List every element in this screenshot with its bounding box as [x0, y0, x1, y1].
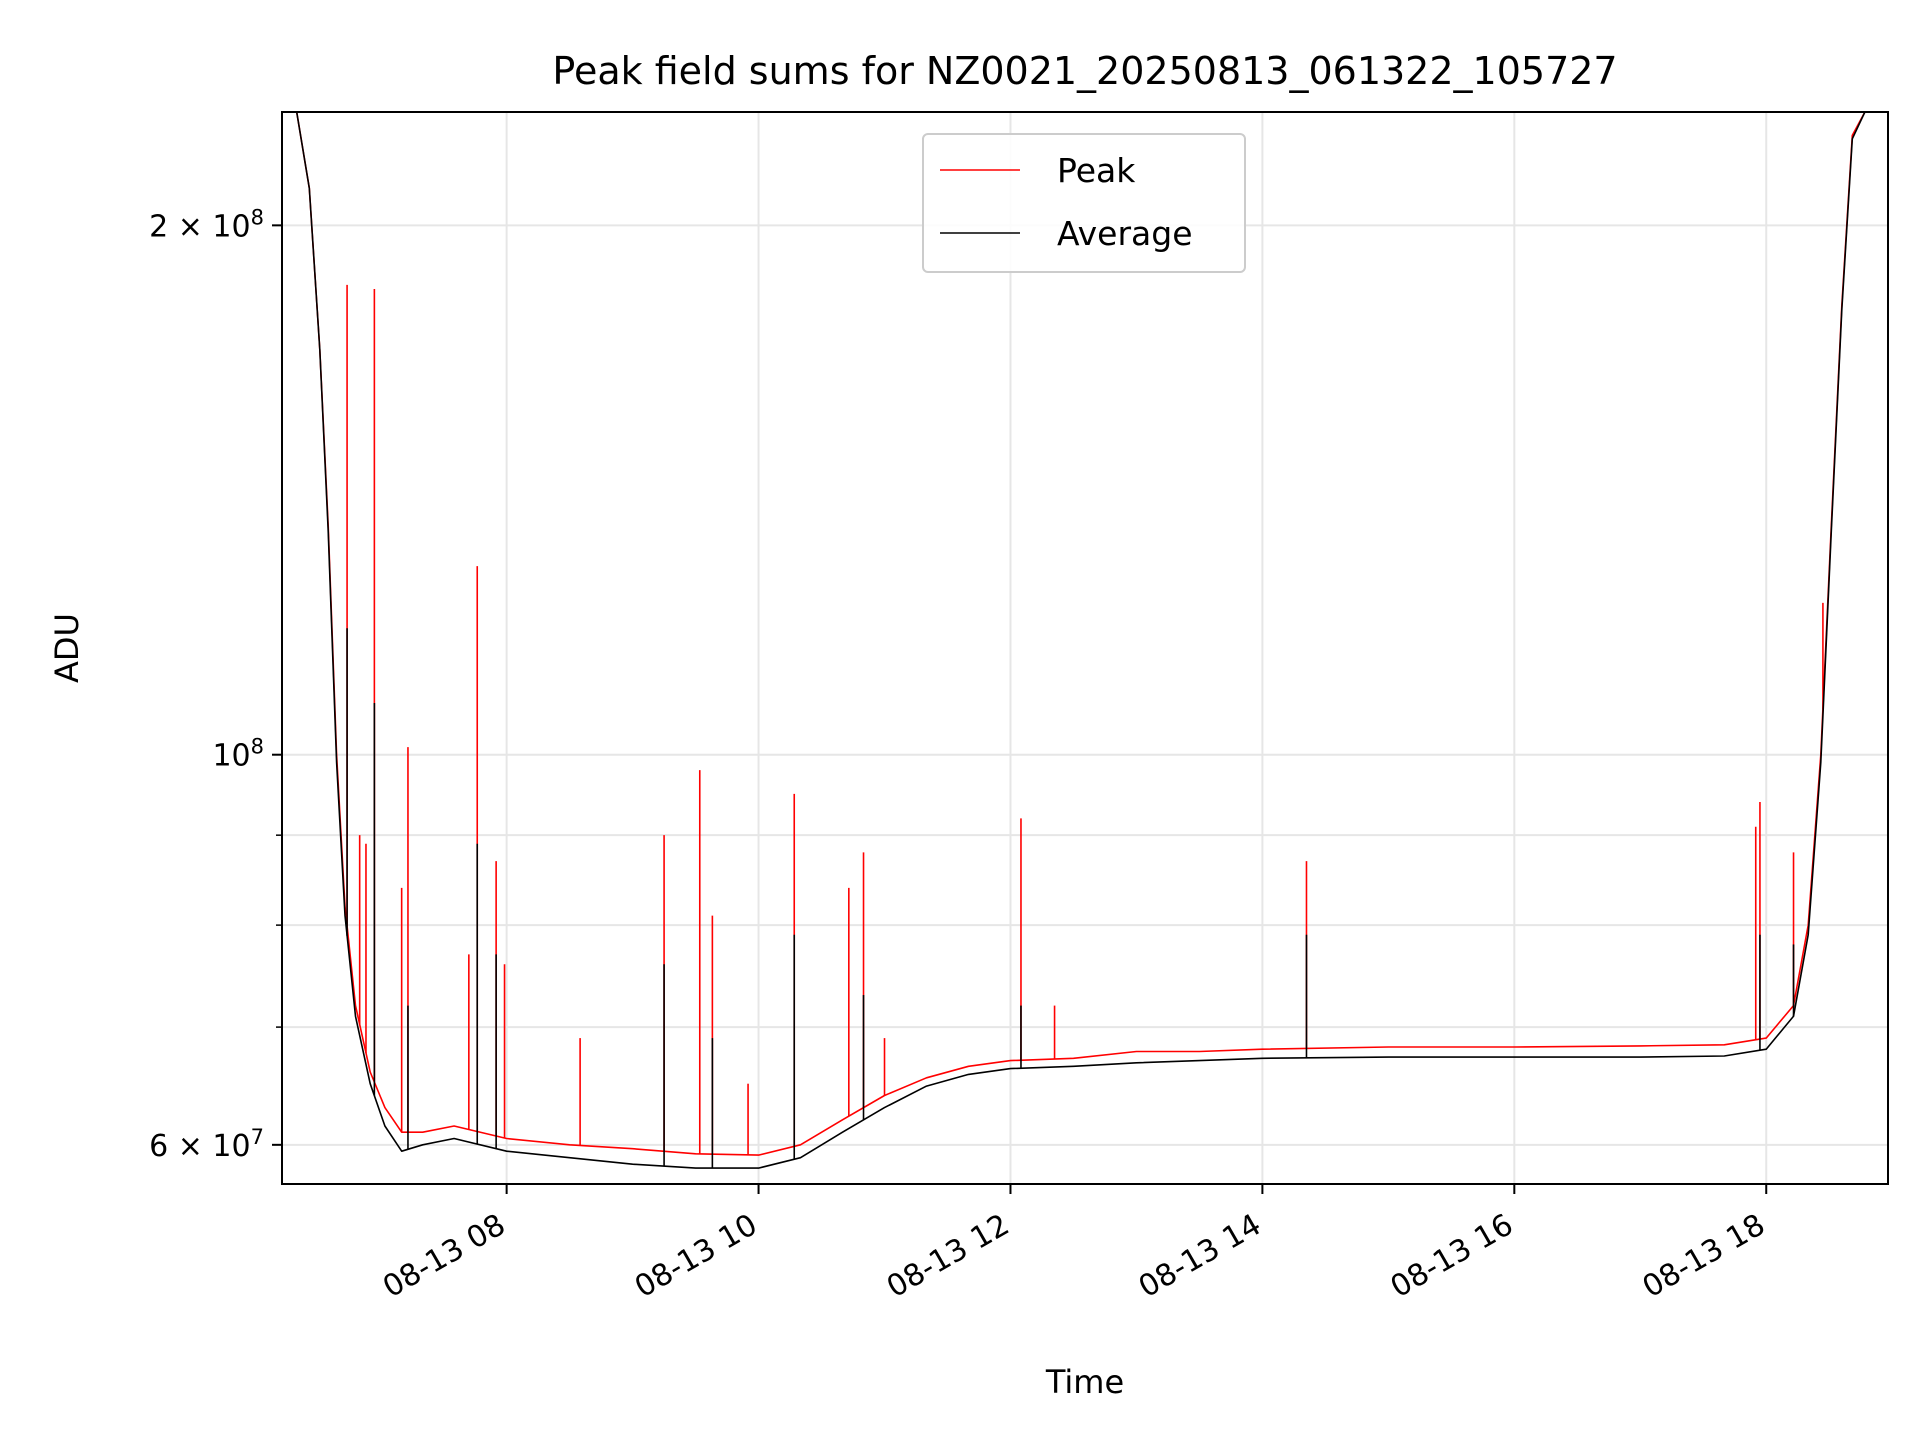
y-tick-label: 6 × 107: [149, 1125, 264, 1164]
plot-frame: [281, 111, 1889, 1185]
legend-label-average: Average: [1057, 214, 1193, 253]
y-tick-exponent: 8: [251, 735, 264, 759]
average-series-line: [282, 112, 1888, 1169]
x-axis-label: Time: [1045, 1363, 1124, 1401]
chart-title: Peak field sums for NZ0021_20250813_0613…: [552, 49, 1617, 93]
plot-series: [282, 112, 1888, 1169]
legend-box: [922, 133, 1246, 273]
y-tick-label: 2 × 108: [149, 205, 264, 244]
y-axis-label: ADU: [48, 613, 86, 683]
y-tick-exponent: 8: [251, 205, 264, 229]
legend-label-peak: Peak: [1057, 151, 1136, 190]
plot-area: [282, 112, 1888, 1169]
legend: Peak Average: [922, 133, 1246, 273]
y-tick-exponent: 7: [251, 1125, 264, 1149]
grid: [282, 112, 1888, 1184]
